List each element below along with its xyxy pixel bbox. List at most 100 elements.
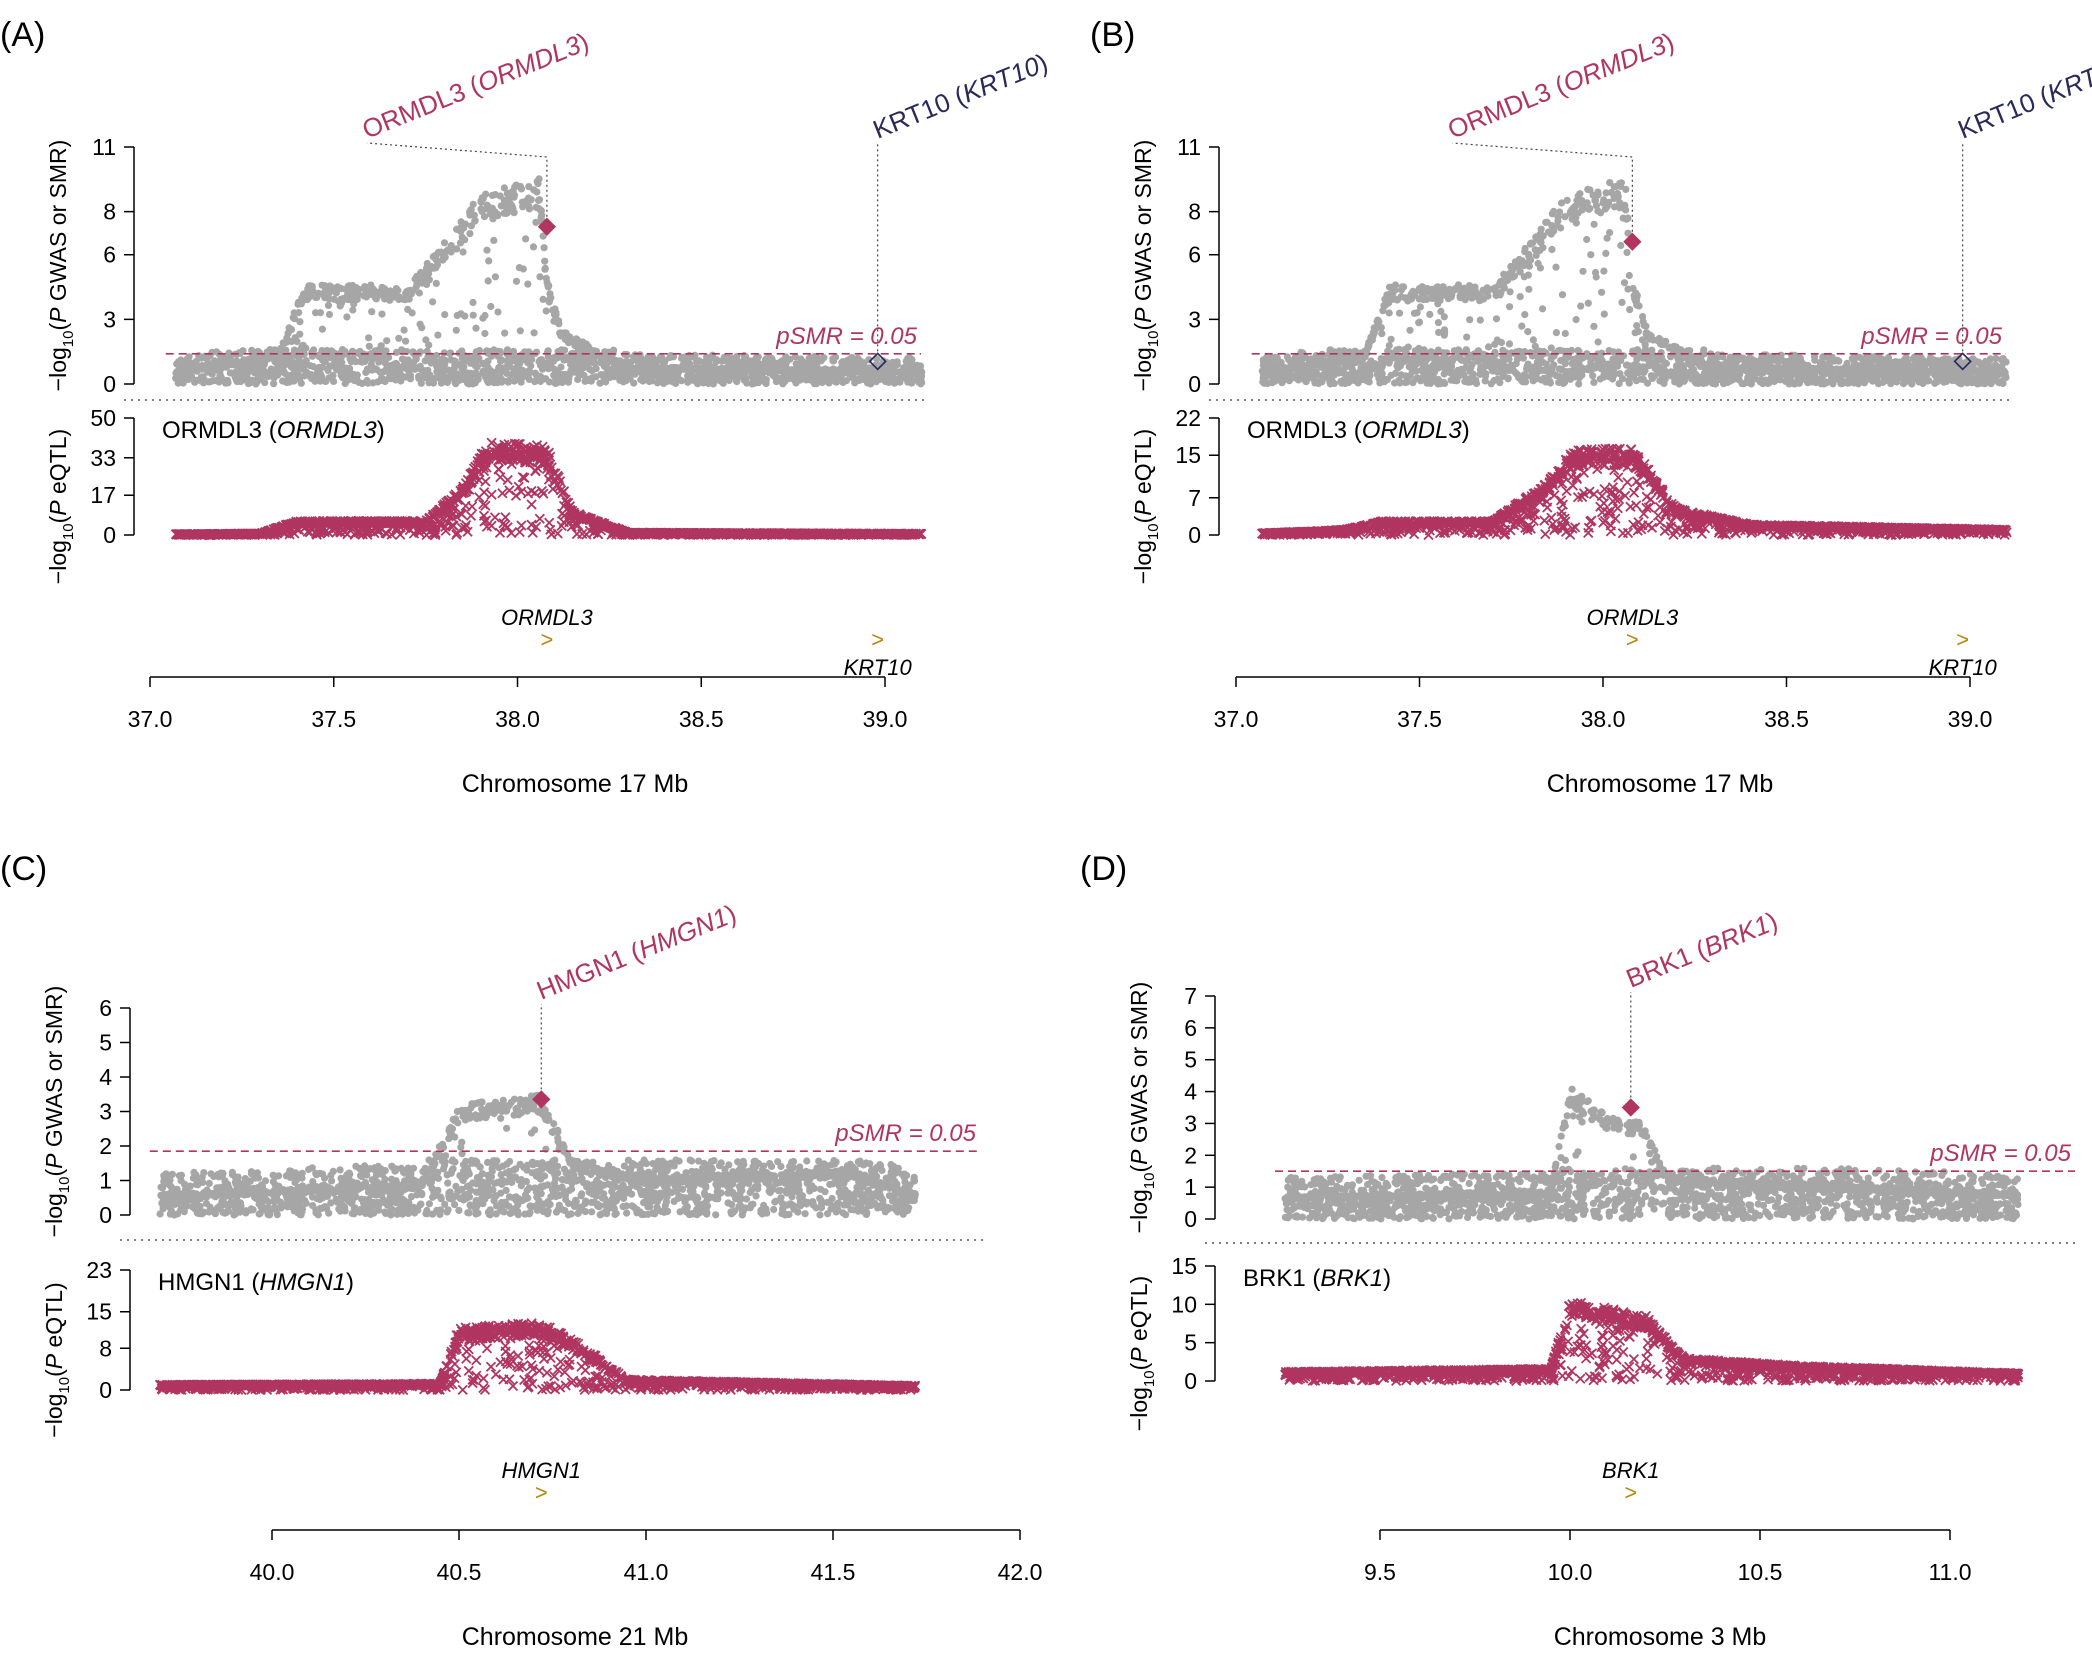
gwas-point: [447, 349, 455, 357]
gwas-point: [355, 378, 363, 386]
eqtl-y-tick-label: 17: [90, 482, 116, 508]
gwas-point: [391, 360, 399, 368]
gwas-point: [533, 348, 541, 356]
gwas-point: [574, 358, 582, 366]
x-tick-label: 38.0: [495, 706, 540, 732]
gwas-point: [529, 243, 538, 251]
gwas-point: [884, 375, 893, 384]
gwas-point: [539, 295, 547, 303]
gwas-point: [255, 348, 263, 357]
gwas-point: [1378, 330, 1386, 338]
gwas-points: [172, 175, 926, 388]
gwas-point: [772, 373, 780, 381]
gwas-y-axis-label: −log10(P GWAS or SMR): [45, 140, 77, 392]
gwas-point: [1518, 322, 1526, 330]
gwas-point: [501, 329, 509, 337]
gwas-point: [484, 277, 492, 285]
smr-probe-label: ORMDL3 (ORMDL3): [358, 26, 593, 144]
gwas-point: [810, 355, 818, 363]
gwas-point: [1426, 310, 1434, 318]
gwas-point: [337, 285, 345, 293]
gwas-point: [619, 374, 627, 382]
threshold-label: pSMR = 0.05: [775, 323, 917, 350]
gwas-point: [398, 355, 406, 363]
gwas-point: [1590, 322, 1598, 330]
eqtl-point: [571, 528, 583, 540]
eqtl-point: [544, 517, 555, 528]
gwas-point: [557, 363, 565, 371]
gwas-point: [532, 218, 540, 226]
gwas-y-tick-label: 3: [1188, 306, 1201, 332]
gwas-point: [630, 379, 638, 387]
gwas-point: [525, 202, 533, 210]
gwas-point: [342, 295, 351, 303]
gwas-point: [408, 288, 416, 296]
gwas-point: [312, 309, 320, 317]
gwas-point: [818, 355, 826, 363]
panel-label: (A): [0, 16, 45, 54]
gwas-point: [490, 236, 498, 244]
gwas-point: [240, 357, 248, 365]
gwas-point: [478, 194, 486, 202]
gwas-point: [535, 358, 543, 366]
gwas-point: [882, 368, 890, 376]
eqtl-point: [489, 512, 501, 523]
gwas-point: [817, 377, 825, 385]
gwas-point: [422, 336, 430, 344]
gwas-point: [550, 365, 558, 373]
gwas-point: [533, 188, 541, 196]
gwas-point: [304, 285, 312, 293]
gwas-point: [440, 239, 449, 247]
gwas-point: [362, 368, 370, 376]
gwas-point: [322, 377, 330, 385]
gwas-point: [715, 376, 723, 384]
gwas-point: [564, 335, 572, 343]
x-axis-label: Chromosome 17 Mb: [462, 770, 688, 798]
gwas-y-tick-label: 3: [103, 306, 116, 332]
gwas-point: [318, 290, 327, 298]
gwas-point: [778, 367, 787, 376]
gwas-point: [378, 375, 386, 384]
gwas-point: [294, 298, 302, 306]
gwas-point: [592, 365, 600, 373]
gwas-point: [898, 368, 907, 376]
gwas-point: [197, 363, 205, 372]
gwas-point: [680, 354, 688, 362]
gwas-point: [517, 185, 526, 193]
eqtl-y-tick-label: 50: [90, 405, 116, 431]
gwas-y-tick-label: 0: [103, 371, 116, 397]
gwas-point: [536, 206, 544, 214]
gwas-point: [199, 373, 207, 381]
gwas-point: [375, 291, 383, 299]
gwas-point: [296, 346, 304, 354]
gwas-y-tick-label: 8: [103, 199, 116, 225]
gwas-point: [283, 378, 291, 387]
gwas-point: [568, 366, 576, 374]
gwas-point: [1623, 248, 1631, 257]
gwas-point: [765, 358, 773, 366]
gwas-point: [1521, 311, 1529, 319]
gwas-y-tick-label: 11: [92, 134, 116, 160]
gwas-point: [653, 379, 662, 387]
gwas-point: [258, 360, 267, 368]
gwas-y-tick-label: 8: [1188, 199, 1201, 225]
gwas-point: [680, 363, 688, 371]
gwas-point: [447, 356, 455, 364]
gwas-point: [261, 369, 269, 377]
gwas-y-axis-label: −log10(P GWAS or SMR): [1130, 140, 1162, 392]
gwas-point: [291, 334, 299, 342]
gwas-point: [368, 308, 376, 316]
gwas-point: [553, 318, 561, 326]
gwas-point: [1576, 190, 1584, 198]
gwas-point: [483, 205, 491, 213]
gwas-point: [689, 376, 697, 384]
eqtl-points: [170, 437, 927, 541]
gwas-point: [606, 373, 614, 382]
smr-probe-secondary: KRT10 (KRT10): [868, 47, 1052, 371]
gwas-point: [404, 363, 412, 371]
gwas-point: [541, 264, 549, 272]
gwas-point: [389, 288, 397, 296]
gwas-point: [316, 370, 324, 378]
gwas-point: [383, 337, 391, 345]
